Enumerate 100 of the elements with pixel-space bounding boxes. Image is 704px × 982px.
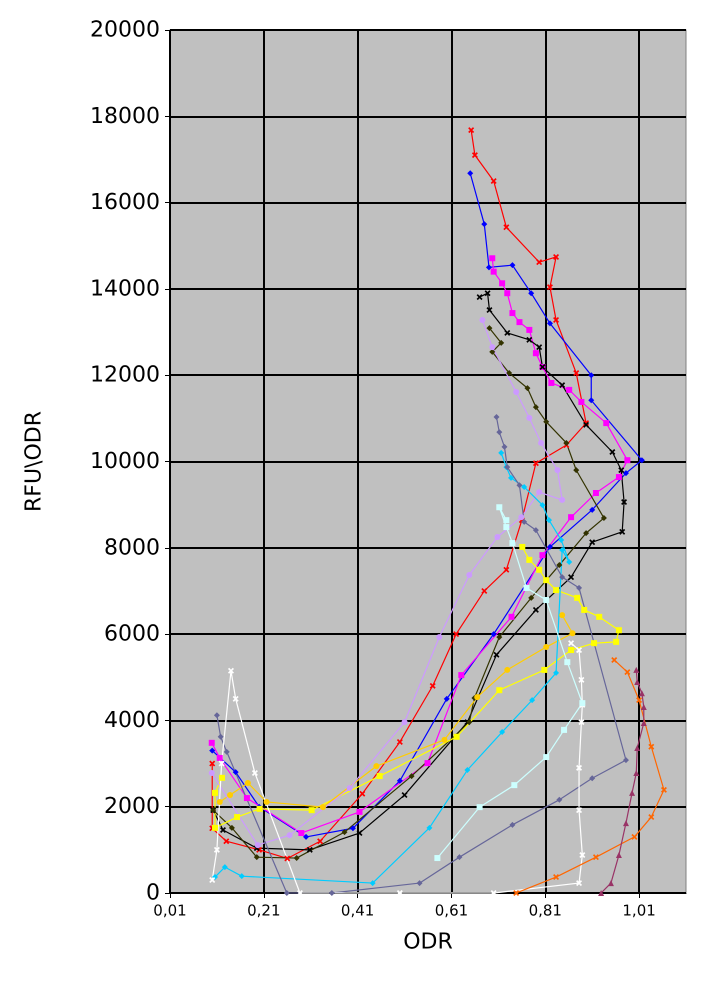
point	[633, 666, 640, 673]
point	[464, 767, 470, 774]
point	[638, 690, 645, 696]
point	[496, 687, 502, 694]
point	[613, 638, 620, 645]
point	[568, 514, 574, 520]
point	[541, 666, 548, 673]
y-tick-label: 2000	[104, 794, 160, 820]
point	[356, 830, 363, 836]
point	[489, 255, 496, 262]
point	[286, 832, 293, 838]
point	[227, 792, 234, 798]
point	[546, 320, 553, 326]
point	[486, 307, 492, 314]
point	[222, 864, 228, 870]
point	[539, 552, 546, 558]
point	[563, 440, 570, 446]
point	[503, 566, 510, 573]
point	[396, 778, 403, 784]
point	[579, 852, 586, 858]
point	[209, 760, 216, 767]
point	[504, 666, 510, 673]
point	[513, 890, 520, 896]
point	[556, 796, 562, 803]
point	[553, 254, 560, 260]
point	[466, 572, 472, 578]
point	[454, 734, 460, 740]
point	[619, 528, 626, 535]
point	[566, 559, 572, 566]
point	[424, 760, 431, 766]
point	[476, 804, 483, 810]
point	[569, 630, 576, 636]
point	[600, 515, 607, 522]
point	[554, 467, 560, 474]
point	[503, 517, 510, 524]
point	[490, 178, 497, 184]
point	[494, 534, 500, 540]
point	[416, 880, 423, 886]
x-tick-label: 0,61	[434, 902, 468, 920]
y-tick-label: 4000	[104, 708, 160, 733]
point	[232, 696, 239, 702]
point	[490, 631, 497, 638]
point	[543, 754, 550, 760]
point	[504, 330, 510, 336]
point	[546, 544, 553, 550]
point	[636, 697, 642, 704]
point	[634, 745, 640, 752]
point	[444, 696, 450, 702]
point	[561, 726, 568, 733]
point	[508, 614, 514, 620]
point	[458, 672, 464, 678]
x-tick-label: 0,81	[528, 902, 562, 920]
point	[568, 647, 574, 654]
point	[521, 484, 528, 490]
point	[546, 517, 552, 524]
point	[356, 808, 363, 815]
point	[214, 712, 220, 718]
point	[496, 634, 502, 640]
point	[456, 854, 462, 860]
point	[467, 170, 474, 176]
point	[526, 336, 532, 343]
y-tick-label: 8000	[104, 535, 160, 560]
point	[558, 537, 564, 544]
point	[548, 380, 554, 386]
point	[506, 370, 512, 376]
point	[244, 780, 251, 786]
point	[588, 397, 594, 404]
point	[373, 763, 380, 770]
point	[489, 344, 496, 350]
point	[546, 284, 553, 290]
point	[436, 634, 442, 640]
point	[396, 738, 403, 745]
point	[524, 584, 530, 591]
point	[479, 316, 486, 323]
point	[509, 540, 516, 546]
point	[430, 682, 436, 689]
point	[298, 830, 304, 836]
point	[234, 814, 240, 820]
point	[624, 669, 630, 676]
point	[564, 659, 570, 666]
point	[284, 890, 290, 896]
y-tick-label: 16000	[90, 190, 160, 216]
point	[518, 514, 524, 520]
point	[578, 676, 584, 683]
point	[592, 490, 599, 496]
point	[622, 757, 629, 764]
point	[526, 326, 532, 333]
point	[543, 644, 550, 650]
point	[553, 587, 560, 594]
point	[498, 450, 504, 456]
point	[629, 790, 636, 796]
point	[238, 873, 245, 880]
point	[376, 773, 383, 780]
x-tick-label: 0,41	[340, 902, 374, 920]
y-tick-label: 14000	[90, 276, 160, 302]
point	[499, 280, 506, 286]
point	[536, 566, 542, 573]
point	[526, 414, 532, 421]
point	[350, 825, 356, 832]
point	[532, 606, 539, 613]
